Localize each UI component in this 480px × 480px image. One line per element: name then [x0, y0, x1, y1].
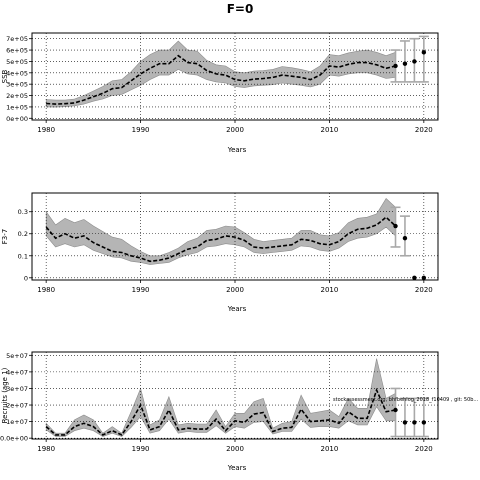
- x-tick-label: 1990: [132, 126, 150, 134]
- y-tick-label: 0e+00: [6, 115, 28, 123]
- chart-panel-2: 1980 1990 2000 2010 2020 0 0.1 0.2 0.3 Years F3-7: [1, 192, 439, 313]
- forecast-point: [412, 59, 417, 64]
- forecast-point: [421, 420, 427, 425]
- forecast-point: [402, 235, 408, 241]
- y-tick-label: 0.0e+00: [0, 435, 28, 443]
- y-tick-label: 3e+05: [6, 81, 28, 89]
- y-tick-label: 3e+07: [6, 385, 28, 393]
- x-tick-label: 2010: [321, 445, 339, 453]
- x-tick-label: 2000: [226, 445, 244, 453]
- x-axis-label: Years: [227, 305, 247, 313]
- y-axis-label: Recruits (age 1): [1, 367, 9, 423]
- forecast-point: [412, 420, 417, 425]
- chart-panel-3: 1980 1990 2000 2010 2020 0.0e+00 1e+07 2e+07 3e+…: [0, 351, 439, 472]
- y-tick-label: 4e+05: [6, 69, 28, 77]
- forecast-point: [412, 275, 417, 280]
- series-line: [45, 387, 396, 436]
- y-tick-label: 2e+07: [6, 402, 28, 410]
- panels: 1980 1990 2000 2010 2020 0e+00 1e+05 2e+05 3e+05…: [0, 32, 439, 472]
- x-tick-label: 2010: [321, 126, 339, 134]
- x-tick-label: 2000: [226, 126, 244, 134]
- x-axis-label: Years: [227, 464, 247, 472]
- y-tick-label: 2e+05: [6, 92, 28, 100]
- x-tick-label: 1980: [37, 445, 55, 453]
- series-line: [46, 54, 396, 105]
- y-tick-label: 5e+07: [6, 352, 28, 360]
- series-line: [45, 216, 397, 263]
- confidence-band: [45, 198, 396, 265]
- y-axis-label: SSB: [1, 69, 9, 83]
- forecast-point: [421, 275, 427, 280]
- y-tick-label: 4e+07: [6, 368, 28, 376]
- x-tick-label: 2020: [415, 126, 433, 134]
- y-tick-label: 1e+07: [6, 418, 28, 426]
- x-tick-label: 2010: [321, 286, 339, 294]
- figure-title: F=0: [227, 2, 254, 16]
- forecast-point: [393, 223, 398, 229]
- x-tick-label: 2020: [415, 286, 433, 294]
- forecast-point: [402, 61, 408, 66]
- forecast-point: [402, 420, 408, 425]
- forecast-point: [393, 407, 398, 413]
- y-tick-label: 0.3: [18, 208, 28, 216]
- forecast-point: [393, 63, 398, 69]
- y-tick-label: 6e+05: [6, 47, 28, 55]
- forecast-point: [421, 50, 427, 55]
- y-tick-label: 7e+05: [6, 35, 28, 43]
- x-tick-label: 2000: [226, 286, 244, 294]
- x-tick-label: 1980: [37, 286, 55, 294]
- y-axis-label: F3-7: [1, 229, 9, 244]
- x-tick-label: 1980: [37, 126, 55, 134]
- x-axis-label: Years: [227, 146, 247, 154]
- y-tick-label: 0.2: [18, 230, 28, 238]
- x-tick-label: 1990: [132, 286, 150, 294]
- chart-panel-1: 1980 1990 2000 2010 2020 0e+00 1e+05 2e+05 3e+05…: [1, 32, 439, 154]
- x-tick-label: 1990: [132, 445, 150, 453]
- x-tick-label: 2020: [415, 445, 433, 453]
- y-tick-label: 0.1: [18, 252, 28, 260]
- figure-annotation: stockassessment.org, bhfbehlog_2018_f104…: [333, 397, 479, 403]
- y-tick-label: 5e+05: [6, 58, 28, 66]
- y-tick-label: 0: [24, 274, 28, 282]
- y-tick-label: 1e+05: [6, 103, 28, 111]
